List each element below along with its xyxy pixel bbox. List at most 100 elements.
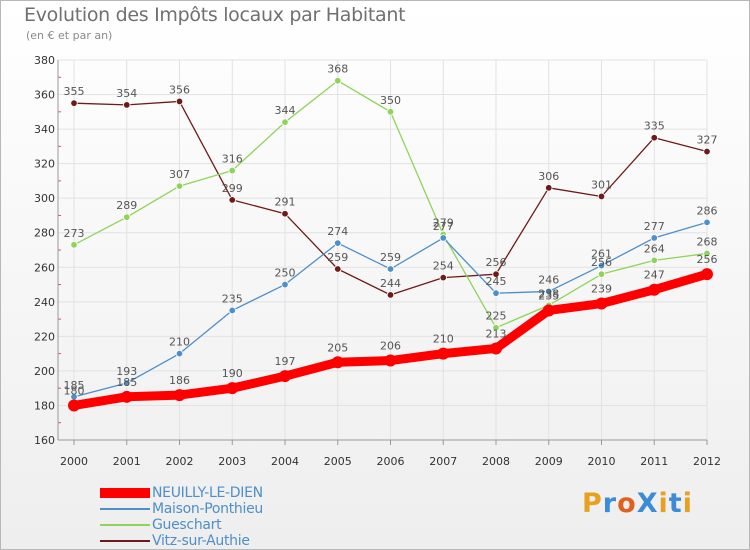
data-point [703, 218, 711, 227]
data-label: 235 [222, 292, 243, 305]
data-point [597, 261, 606, 270]
data-point [70, 241, 78, 249]
data-label: 186 [169, 374, 190, 387]
data-point [68, 399, 80, 412]
data-label: 190 [222, 367, 243, 380]
data-point [331, 356, 344, 369]
data-label: 335 [644, 120, 665, 133]
data-point [490, 342, 502, 355]
x-tick-label: 2002 [166, 455, 194, 468]
data-point [175, 182, 184, 190]
data-label: 210 [433, 333, 454, 346]
legend-label: Maison-Ponthieu [152, 501, 263, 517]
data-point [439, 234, 447, 242]
data-point [650, 256, 658, 265]
data-point [228, 306, 236, 315]
data-point [226, 382, 239, 395]
data-point [703, 249, 711, 258]
data-label: 245 [486, 275, 507, 288]
x-tick-label: 2010 [588, 455, 616, 468]
data-label: 247 [644, 269, 665, 282]
y-tick-label: 340 [34, 123, 55, 136]
data-point [650, 234, 658, 242]
x-tick-label: 2001 [113, 455, 141, 468]
data-point [437, 347, 450, 360]
data-point [70, 99, 78, 107]
data-label: 259 [380, 251, 401, 264]
data-point [492, 270, 500, 278]
data-label: 264 [644, 242, 665, 255]
y-tick-label: 160 [34, 434, 55, 447]
data-point [281, 210, 289, 218]
data-point [542, 304, 555, 317]
y-tick-label: 180 [34, 399, 55, 412]
data-label: 259 [327, 251, 348, 264]
legend-label: NEUILLY-LE-DIEN [152, 485, 263, 501]
legend-label: Gueschart [152, 517, 222, 533]
logo-letter: i [658, 488, 669, 519]
data-point [334, 77, 342, 85]
data-point [228, 196, 236, 204]
data-label: 235 [538, 289, 559, 302]
data-point [123, 101, 131, 109]
logo-letter: t [668, 488, 683, 519]
data-label: 180 [64, 384, 85, 397]
data-label: 239 [591, 283, 612, 296]
data-point [228, 166, 236, 175]
y-tick-label: 320 [34, 158, 55, 171]
logo-letter: P [582, 488, 603, 519]
legend-item-neuilly: NEUILLY-LE-DIEN [100, 485, 263, 501]
data-label: 225 [486, 310, 507, 323]
data-label: 210 [169, 336, 190, 349]
data-label: 268 [697, 235, 718, 248]
data-label: 344 [275, 104, 296, 117]
y-tick-label: 300 [34, 192, 55, 205]
legend-swatch [100, 508, 150, 510]
x-tick-label: 2005 [324, 455, 352, 468]
x-tick-label: 2006 [377, 455, 405, 468]
data-label: 185 [64, 379, 85, 392]
data-point [386, 291, 395, 299]
data-point [123, 213, 131, 221]
data-label: 206 [380, 340, 401, 353]
data-label: 356 [169, 83, 190, 96]
legend-swatch [100, 488, 150, 498]
data-point [650, 134, 658, 142]
data-point [648, 283, 661, 296]
logo-letter: r [602, 488, 618, 519]
data-point [281, 280, 289, 289]
logo-letter: i [682, 488, 693, 519]
y-tick-label: 360 [34, 89, 55, 102]
x-tick-label: 2000 [60, 455, 88, 468]
data-point [334, 239, 342, 247]
data-label: 274 [327, 225, 348, 238]
data-label: 354 [116, 87, 137, 100]
data-point [597, 270, 606, 278]
data-label: 261 [591, 248, 612, 261]
data-label: 250 [275, 267, 296, 280]
x-tick-label: 2007 [429, 455, 457, 468]
data-point [279, 370, 291, 383]
chart-subtitle: (en € et par an) [26, 29, 113, 42]
data-label: 277 [433, 220, 454, 233]
data-label: 256 [591, 256, 612, 269]
legend-item-maison-ponthieu: Maison-Ponthieu [100, 501, 263, 517]
data-point [386, 108, 395, 116]
logo-letter: o [617, 488, 637, 519]
data-point [175, 97, 184, 106]
data-point [492, 289, 500, 297]
axes: 160 180 200 220 240 260 280 300 320 340 360 380 2000… [34, 54, 721, 468]
data-label: 213 [486, 327, 507, 340]
data-point [597, 192, 606, 201]
x-tick-label: 2003 [218, 455, 246, 468]
data-point [595, 297, 608, 310]
data-point [384, 354, 397, 367]
data-label: 289 [116, 199, 137, 212]
x-tick-label: 2008 [482, 455, 510, 468]
data-point [175, 349, 184, 358]
data-label: 301 [591, 178, 612, 191]
chart-title: Evolution des Impôts locaux par Habitant [24, 4, 406, 26]
data-label: 350 [380, 94, 401, 107]
data-label: 256 [697, 253, 718, 266]
